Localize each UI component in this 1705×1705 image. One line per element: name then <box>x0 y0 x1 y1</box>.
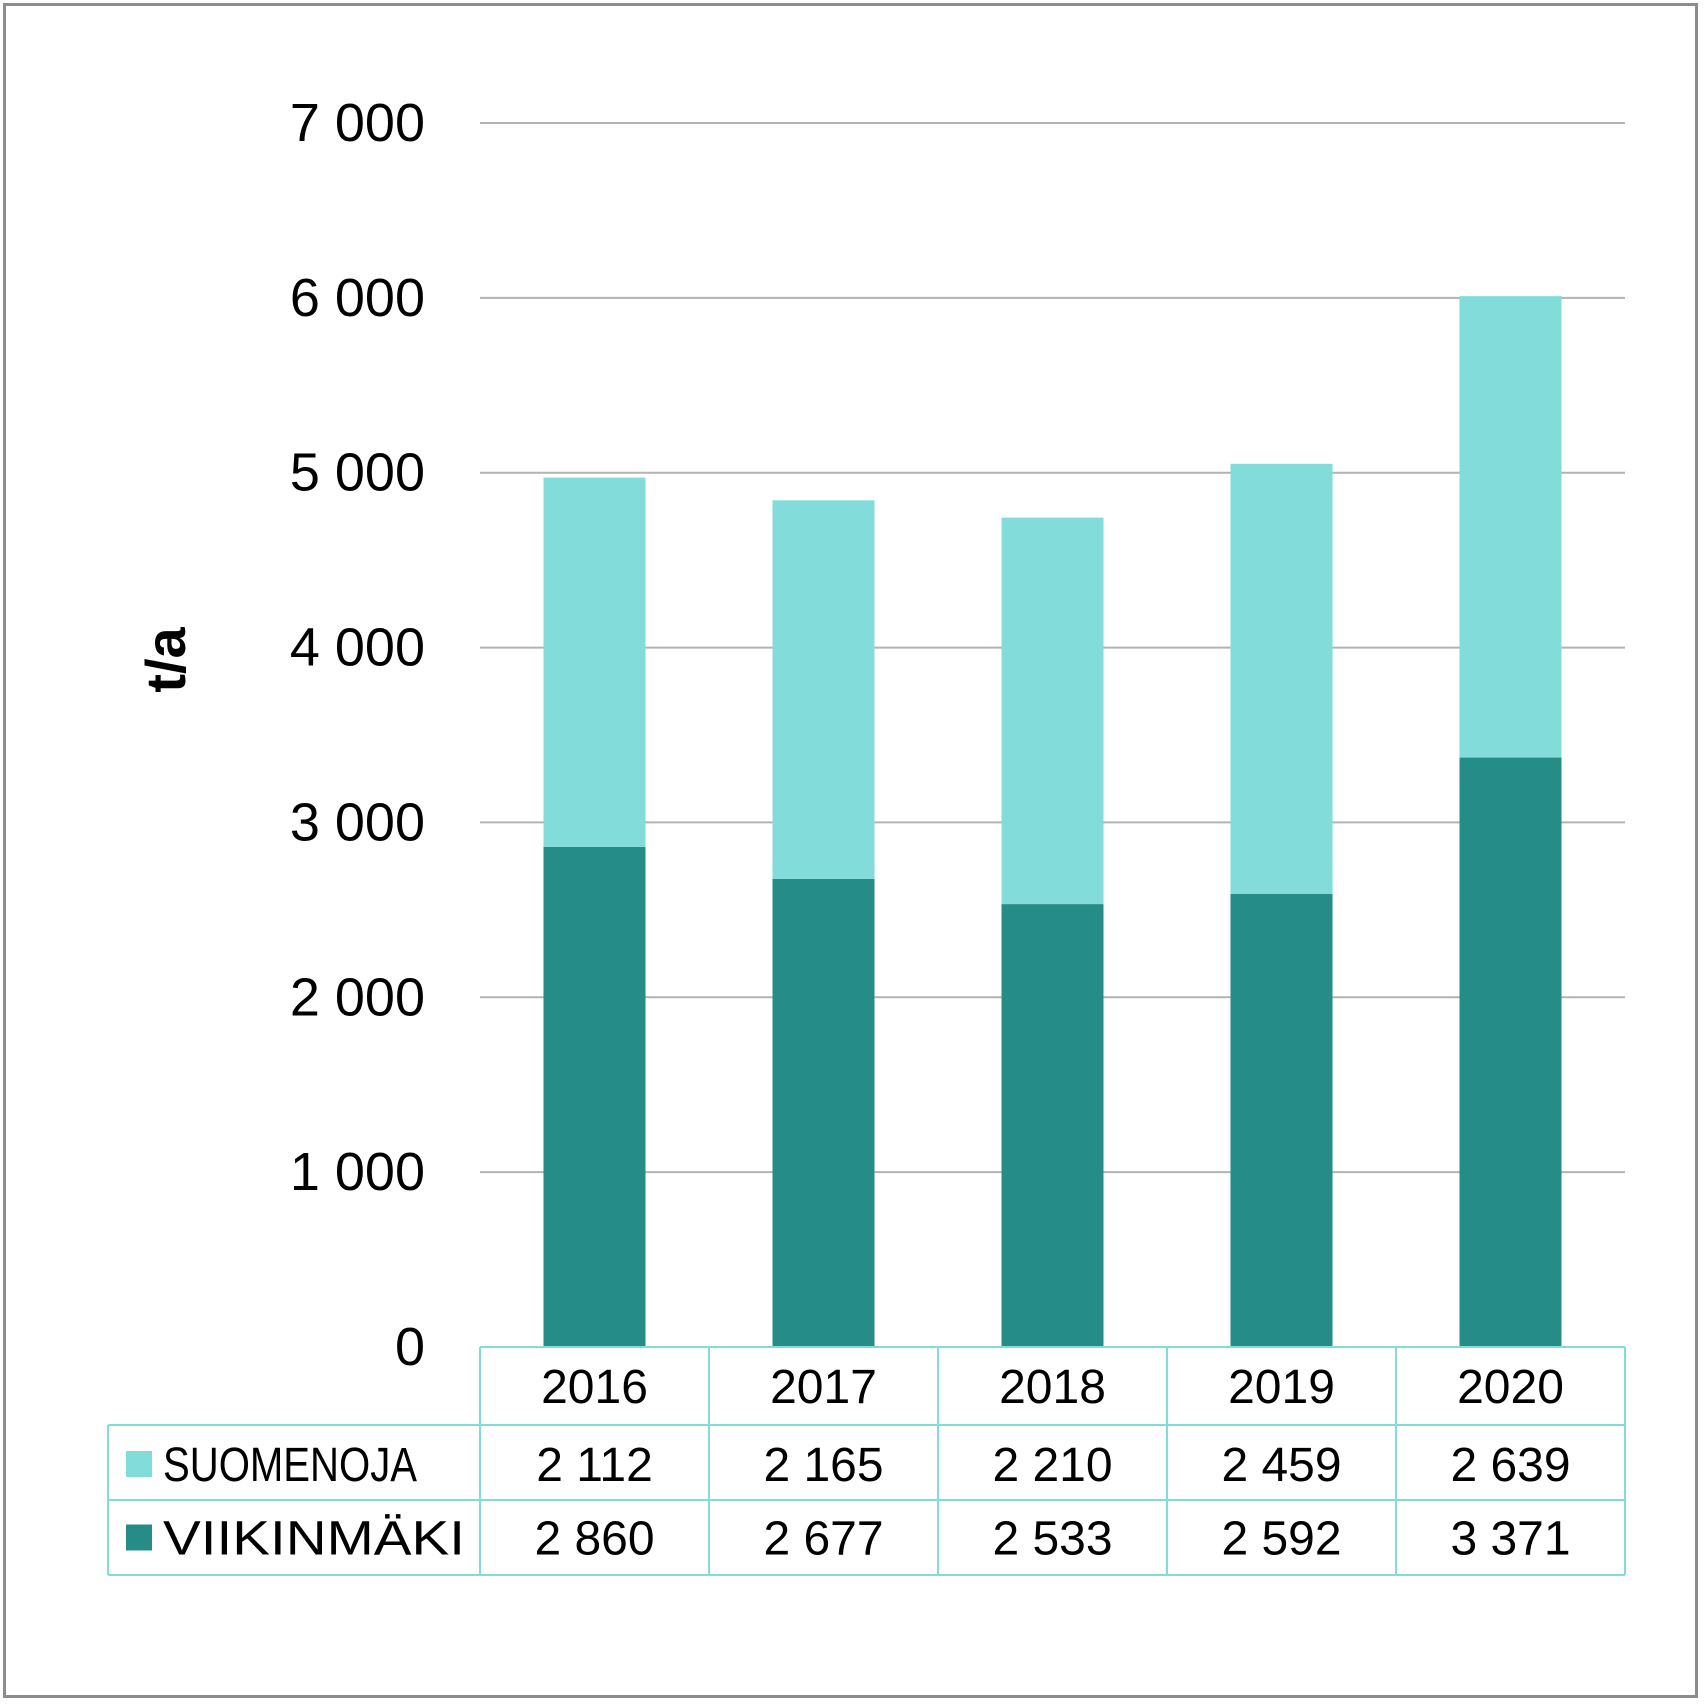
legend-swatch <box>126 1524 152 1551</box>
legend-label: VIIKINMÄKI <box>163 1513 465 1566</box>
category-label: 2017 <box>770 1361 877 1414</box>
legend-label: SUOMENOJA <box>163 1439 417 1492</box>
y-tick-label: 6 000 <box>290 268 425 328</box>
bar-segment <box>1001 517 1104 905</box>
y-tick-label: 1 000 <box>290 1142 425 1202</box>
data-label: 2 592 <box>1221 1513 1341 1566</box>
bar-segment <box>772 500 875 879</box>
category-label: 2016 <box>541 1361 648 1414</box>
bar-segment <box>543 477 646 847</box>
bar-segment <box>1230 893 1333 1347</box>
bar-segment <box>543 846 646 1347</box>
y-axis-label: t/a <box>134 626 197 692</box>
bar-segment <box>1001 904 1104 1347</box>
data-label: 2 533 <box>992 1513 1112 1566</box>
bar-segment <box>772 878 875 1347</box>
data-label: 3 371 <box>1450 1513 1570 1566</box>
category-label: 2018 <box>999 1361 1106 1414</box>
bars <box>543 296 1562 1347</box>
bar-segment <box>1230 463 1333 894</box>
category-label: 2019 <box>1228 1361 1335 1414</box>
y-tick-label: 0 <box>395 1317 425 1377</box>
data-table: 2016 2017 2018 2019 2020 SUOMENOJA 2 112 2 165 2… <box>107 1346 1626 1576</box>
y-tick-label: 3 000 <box>290 792 425 852</box>
gridlines <box>480 122 1625 1174</box>
legend-swatch <box>126 1451 152 1477</box>
bar-segment <box>1459 757 1562 1347</box>
data-label: 2 112 <box>536 1439 653 1492</box>
data-label: 2 210 <box>992 1439 1112 1492</box>
data-label: 2 459 <box>1221 1439 1341 1492</box>
data-label: 2 165 <box>763 1439 883 1492</box>
category-label: 2020 <box>1457 1361 1564 1414</box>
data-label: 2 639 <box>1450 1439 1570 1492</box>
y-tick-label: 2 000 <box>290 967 425 1027</box>
y-tick-label: 5 000 <box>290 443 425 503</box>
data-label: 2 677 <box>763 1513 883 1566</box>
y-tick-label: 7 000 <box>290 93 425 153</box>
data-label: 2 860 <box>534 1513 654 1566</box>
y-tick-label: 4 000 <box>290 618 425 678</box>
y-axis-ticks: 0 1 000 2 000 3 000 4 000 5 000 6 000 7 000 <box>290 93 425 1377</box>
bar-segment <box>1459 296 1562 758</box>
